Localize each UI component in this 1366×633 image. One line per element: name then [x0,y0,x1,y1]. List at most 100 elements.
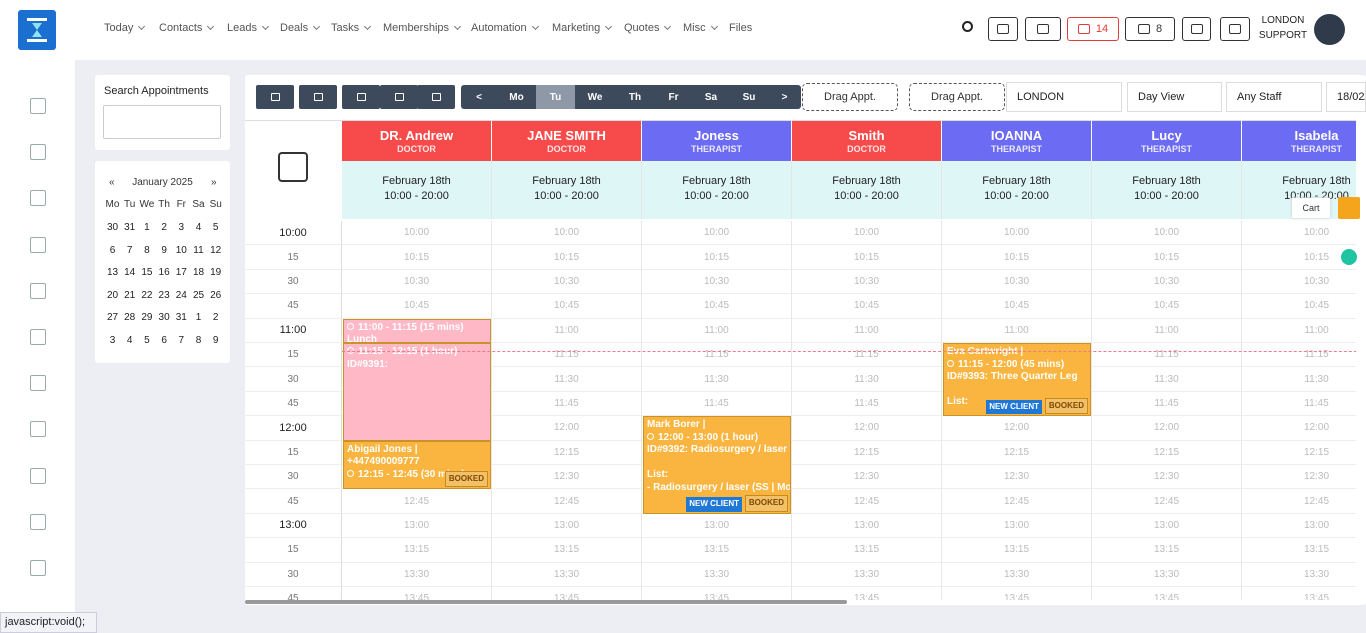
search-input[interactable] [103,105,221,139]
time-slot[interactable]: 10:00 [342,221,492,246]
time-slot[interactable]: 13:45 [942,587,1092,600]
time-slot[interactable]: 11:45 [792,391,942,417]
time-slot[interactable]: 10:00 [1242,221,1356,246]
time-slot[interactable]: 12:30 [942,465,1092,490]
time-slot[interactable]: 12:00 [1092,416,1242,441]
cart-button[interactable] [1338,197,1360,219]
next-month[interactable]: » [211,177,217,188]
day[interactable]: 11 [193,244,204,256]
day[interactable]: 3 [109,335,116,346]
day-button[interactable]: > [768,85,801,109]
time-slot[interactable]: 12:45 [492,489,642,514]
time-slot[interactable]: 13:45 [492,587,642,600]
time-slot[interactable]: 11:30 [1242,367,1356,392]
day[interactable]: 5 [144,335,150,346]
time-slot[interactable]: 10:15 [1092,245,1242,270]
day[interactable]: 21 [124,289,136,301]
sidebar-icon[interactable] [30,329,46,345]
sidebar-icon[interactable] [30,375,46,392]
drag-appointment[interactable]: Drag Appt. [802,83,898,111]
day[interactable]: 1 [195,312,202,324]
nav-label[interactable]: Today [104,22,134,34]
avatar[interactable] [1314,14,1345,45]
time-slot[interactable]: 11:00 [1092,318,1242,343]
day[interactable]: 30 [106,222,119,233]
time-slot[interactable]: 13:30 [942,562,1092,587]
time-slot[interactable]: 11:00 [492,318,642,343]
time-slot[interactable]: 10:45 [792,294,942,319]
time-slot[interactable]: 10:00 [942,221,1092,246]
time-slot[interactable]: 13:45 [642,587,792,600]
day-button[interactable]: < [461,85,497,109]
nav-item[interactable]: Tasks [331,22,372,34]
nav-item[interactable]: Today [104,22,146,34]
tool-button[interactable] [417,85,455,109]
time-slot[interactable]: 10:15 [642,245,792,270]
day[interactable]: 23 [158,289,170,301]
time-slot[interactable]: 10:30 [342,269,492,295]
nav-label[interactable]: Files [729,22,753,34]
nav-item[interactable]: Marketing [552,22,613,34]
time-slot[interactable]: 12:45 [1092,489,1242,514]
day[interactable]: 18 [192,267,205,279]
day[interactable]: 8 [144,244,150,256]
appointment[interactable]: Eva Cartwright | 11:15 - 12:00 (45 mins) I… [943,343,1091,417]
time-slot[interactable]: 13:15 [342,538,492,563]
time-slot[interactable]: 10:15 [942,245,1092,270]
nav-item[interactable]: Quotes [624,22,672,34]
time-slot[interactable]: 12:00 [792,416,942,441]
day[interactable]: 3 [178,222,185,233]
tool-button[interactable] [256,85,294,109]
date-field[interactable]: 18/02/ [1326,82,1366,112]
time-slot[interactable]: 11:30 [1092,367,1242,392]
time-slot[interactable]: 12:15 [792,440,942,465]
nav-item[interactable]: Deals [280,22,321,34]
time-slot[interactable]: 10:45 [342,294,492,319]
nav-label[interactable]: Memberships [383,22,450,34]
day[interactable]: 15 [141,267,153,279]
appointment[interactable]: 11:00 - 11:15 (15 mins) Lunch [343,318,491,343]
day-button[interactable]: Su [730,85,768,109]
day-button[interactable]: We [575,85,615,109]
logo[interactable] [18,10,56,50]
time-slot[interactable]: 10:00 [792,221,942,246]
inbox-button[interactable] [1025,17,1061,41]
sidebar-icon[interactable] [30,421,46,438]
sidebar-icon[interactable] [30,236,46,253]
time-slot[interactable]: 12:45 [792,489,942,514]
sidebar-icon[interactable] [30,190,46,207]
time-slot[interactable]: 12:45 [1242,489,1356,514]
appointment[interactable]: Abigail Jones | +447490009777 12:15 - 12:4… [343,440,491,490]
sidebar-icon[interactable] [30,467,46,484]
time-slot[interactable]: 12:15 [1242,441,1356,465]
time-slot[interactable]: 10:45 [942,294,1092,319]
time-slot[interactable]: 11:30 [792,367,942,392]
time-slot[interactable]: 12:45 [342,489,492,514]
day[interactable]: 22 [141,289,153,301]
time-slot[interactable]: 13:00 [342,513,492,539]
time-slot[interactable]: 11:45 [492,391,642,417]
time-slot[interactable]: 12:30 [1092,465,1242,490]
nav-item[interactable]: Automation [471,22,539,34]
day[interactable]: 27 [106,312,119,324]
day[interactable]: 16 [158,267,170,279]
time-slot[interactable]: 10:30 [792,269,942,295]
phone-button[interactable] [988,17,1018,41]
nav-label[interactable]: Misc [683,22,706,34]
day[interactable]: 1 [144,222,150,233]
time-slot[interactable]: 12:00 [492,416,642,441]
time-slot[interactable]: 11:15 [1092,343,1242,368]
day-button[interactable]: Tu [536,85,575,109]
appointment[interactable]: Mark Borer | 12:00 - 13:00 (1 hour) ID#939… [643,416,791,514]
nav-item[interactable]: Leads [227,22,270,34]
day[interactable]: 31 [124,222,136,233]
prev-month[interactable]: « [109,177,115,188]
day[interactable]: 6 [109,244,116,256]
time-slot[interactable]: 13:00 [1242,514,1356,539]
time-slot[interactable]: 12:30 [792,465,942,490]
tool-button[interactable] [380,85,418,109]
time-slot[interactable]: 10:00 [492,221,642,246]
time-slot[interactable]: 10:15 [792,245,942,270]
time-slot[interactable]: 13:30 [492,562,642,587]
sidebar-icon[interactable] [30,513,46,530]
